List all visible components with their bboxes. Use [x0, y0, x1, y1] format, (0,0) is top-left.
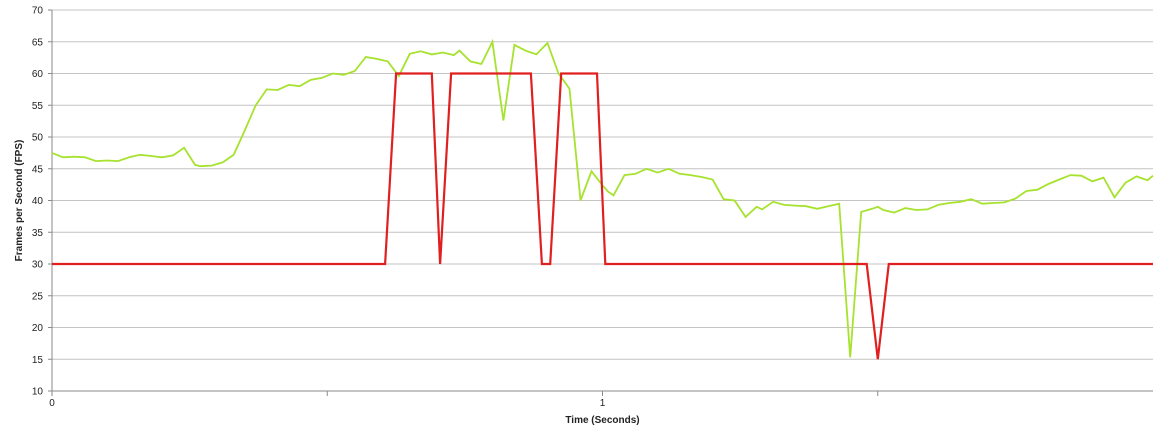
y-tick-label-30: 30 [32, 260, 44, 271]
y-tick-label-70: 70 [32, 6, 44, 17]
y-tick-label-60: 60 [32, 69, 44, 80]
y-tick-label-50: 50 [32, 133, 44, 144]
x-tick-label-1: 1 [600, 398, 606, 409]
series-line-1 [51, 38, 1154, 358]
y-tick-labels: 10 15 20 25 30 35 40 45 50 55 60 65 70 [32, 6, 44, 398]
x-axis-title: Time (Seconds) [565, 415, 639, 426]
y-tick-label-15: 15 [32, 355, 44, 366]
y-tick-label-35: 35 [32, 228, 44, 239]
y-tick-label-65: 65 [32, 37, 44, 48]
series-lines [51, 38, 1154, 360]
y-axis-title: Frames per Second (FPS) [14, 140, 25, 262]
y-tick-label-45: 45 [32, 164, 44, 175]
x-tick-label-0: 0 [49, 398, 55, 409]
series-line-2 [52, 72, 1153, 360]
y-tick-label-10: 10 [32, 387, 44, 398]
y-tick-label-40: 40 [32, 196, 44, 207]
y-tick-label-25: 25 [32, 291, 44, 302]
y-tick-label-55: 55 [32, 101, 44, 112]
tick-marks [48, 9, 879, 396]
y-tick-label-20: 20 [32, 323, 44, 334]
